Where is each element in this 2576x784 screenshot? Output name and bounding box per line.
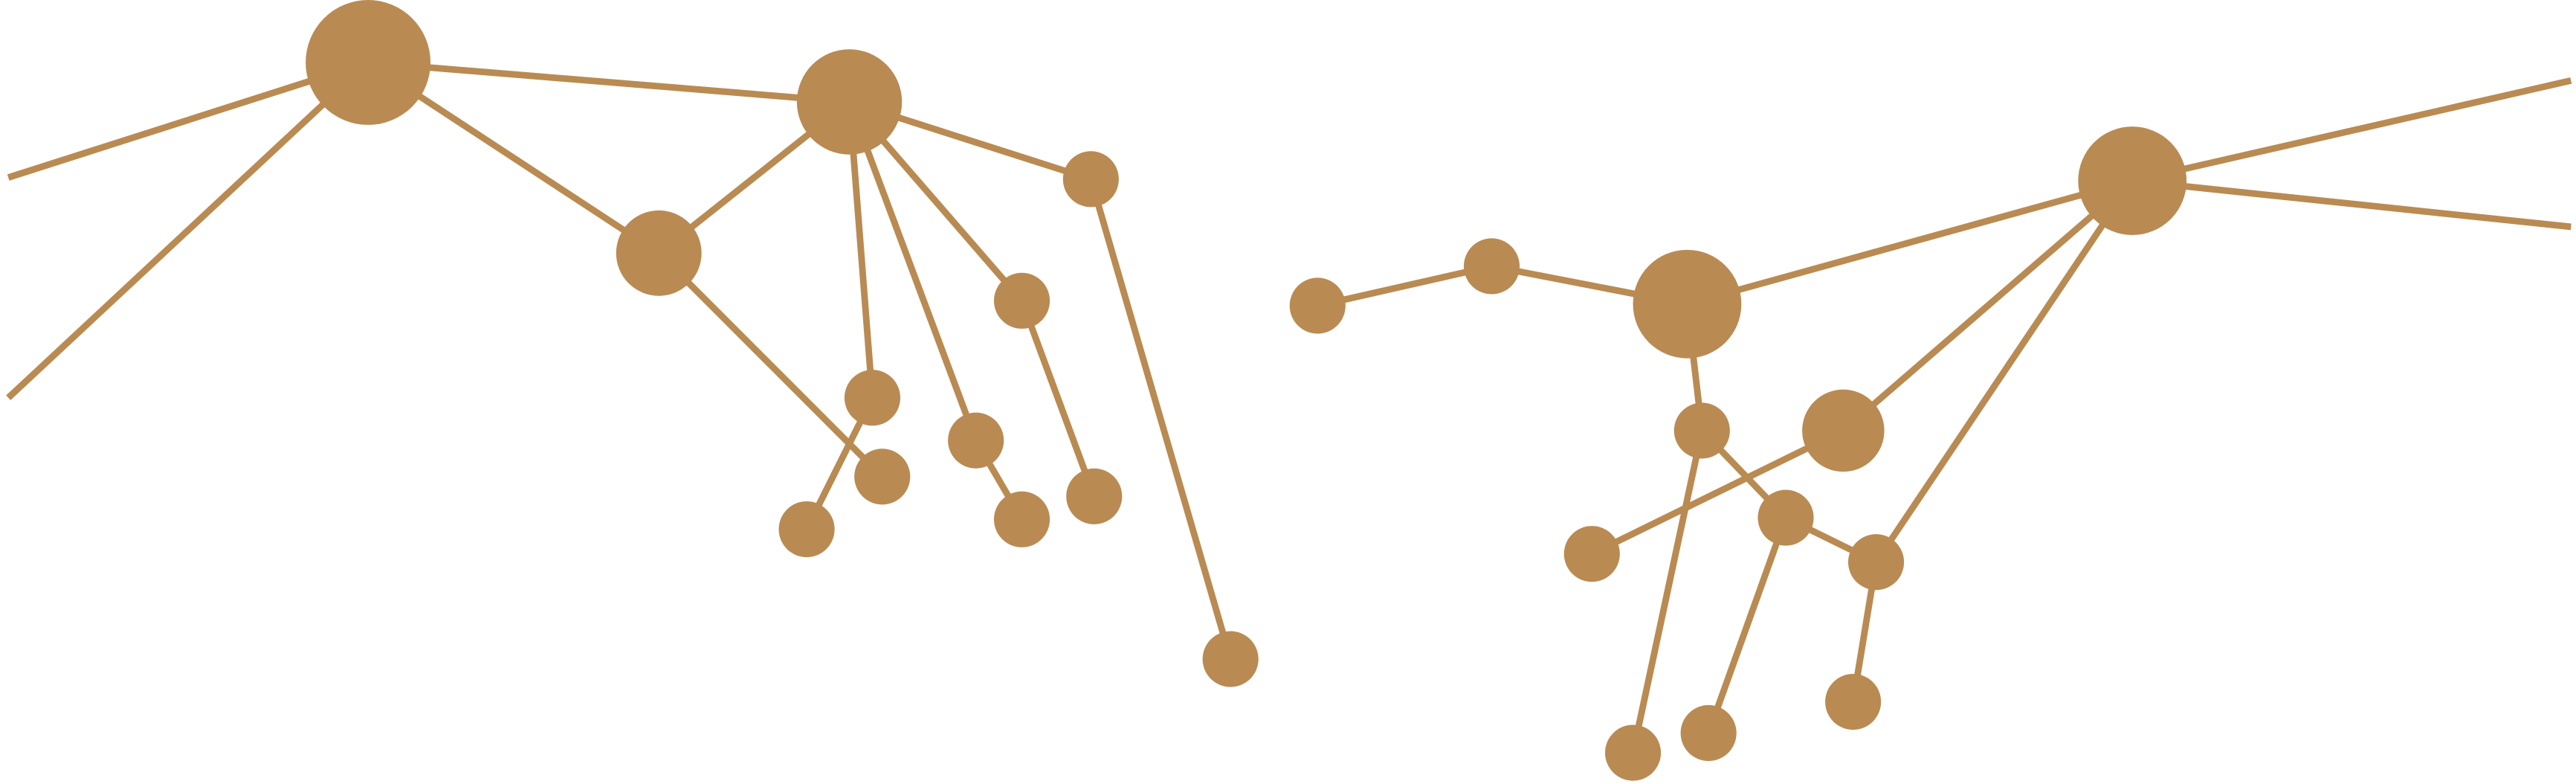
node (1802, 389, 1885, 472)
node (1604, 724, 1662, 781)
edge (1019, 299, 1097, 498)
node (993, 491, 1050, 547)
edge (6, 60, 371, 400)
node (1289, 277, 1346, 334)
node (1825, 673, 1882, 730)
right-cluster-lines (1317, 77, 2572, 754)
node (854, 449, 911, 505)
edge (2131, 177, 2572, 231)
edge (1686, 177, 2134, 308)
edge (367, 59, 850, 106)
edge (1705, 516, 1789, 734)
left-cluster-nodes (306, 0, 1259, 687)
edge (1088, 178, 1234, 661)
node (306, 0, 431, 125)
edge (1630, 430, 1705, 754)
right-cluster-nodes (1289, 126, 2187, 781)
node (1633, 249, 1742, 359)
node (2078, 126, 2187, 235)
edge (846, 100, 979, 442)
node (1066, 468, 1123, 524)
edge (1873, 179, 2135, 565)
edge (7, 59, 369, 181)
node (948, 412, 1004, 469)
node (1062, 151, 1119, 208)
edge (656, 251, 885, 479)
node (1463, 238, 1520, 295)
node (796, 49, 903, 155)
node (1847, 534, 1905, 591)
edge (1590, 427, 1845, 557)
node (1673, 402, 1730, 459)
edge (1841, 178, 2135, 434)
edge (1317, 263, 1493, 309)
node (1202, 631, 1259, 687)
node (1757, 489, 1814, 546)
node (1680, 704, 1737, 762)
node (1563, 526, 1620, 582)
node (616, 210, 702, 296)
node (844, 370, 901, 426)
left-cluster-lines (6, 59, 1234, 661)
edge (2131, 77, 2572, 184)
node (993, 272, 1050, 329)
node (778, 501, 835, 558)
